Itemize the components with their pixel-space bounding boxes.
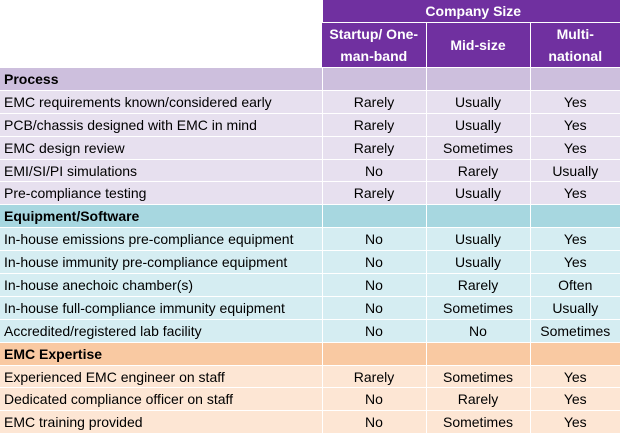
cell-startup: No [321,250,426,275]
cell-multi-national: Yes [529,410,620,434]
company-size-header: Company Size [321,0,620,23]
cell-multi-national: Usually [529,159,620,183]
table-row: In-house full-compliance immunity equipm… [0,296,620,320]
cell-startup: Rarely [321,136,426,160]
column-header-mid-size: Mid-size [425,22,530,68]
cell-mid-size: Sometimes [425,410,530,434]
row-label: In-house immunity pre-compliance equipme… [0,250,322,275]
row-label: PCB/chassis designed with EMC in mind [0,113,322,137]
cell-multi-national: Sometimes [529,319,620,343]
table-row: In-house emissions pre-compliance equipm… [0,227,620,252]
cell-mid-size: Sometimes [425,136,530,160]
table-row: In-house anechoic chamber(s) No Rarely Ofte… [0,273,620,297]
cell-multi-national: Yes [529,90,620,114]
table-row: EMC training provided No Sometimes Yes [0,410,620,434]
row-label: EMC training provided [0,410,322,434]
row-label: EMC design review [0,136,322,160]
table-row: EMC design review Rarely Sometimes Yes [0,136,620,160]
cell-startup: No [321,387,426,412]
cell-startup: Rarely [321,365,426,389]
table-row: In-house immunity pre-compliance equipme… [0,250,620,275]
cell-multi-national: Yes [529,387,620,412]
cell-multi-national: Yes [529,365,620,389]
row-label: Accredited/registered lab facility [0,319,322,343]
cell-multi-national: Yes [529,181,620,206]
cell-multi-national: Yes [529,113,620,137]
cell-multi-national: Yes [529,227,620,252]
table-row: EMC requirements known/considered early R… [0,90,620,114]
cell-startup: No [321,296,426,320]
cell-mid-size: Usually [425,227,530,252]
cell-startup: No [321,273,426,297]
table-row: EMI/SI/PI simulations No Rarely Usually [0,159,620,183]
cell-startup: No [321,227,426,252]
section-row-emc-expertise: EMC Expertise [0,342,620,366]
row-label: EMI/SI/PI simulations [0,159,322,183]
table-row: Dedicated compliance officer on staff No R… [0,387,620,412]
section-row-process: Process [0,67,620,91]
table-row: PCB/chassis designed with EMC in mind Rar… [0,113,620,137]
row-label: In-house anechoic chamber(s) [0,273,322,297]
column-header-startup: Startup/ One-man-band [322,22,426,68]
cell-multi-national: Yes [529,136,620,160]
cell-multi-national: Yes [529,250,620,275]
row-label: In-house full-compliance immunity equipm… [0,296,322,320]
table-row: Accredited/registered lab facility No No So… [0,319,620,343]
cell-mid-size: Usually [425,113,530,137]
row-label: EMC requirements known/considered early [0,90,322,114]
section-title: EMC Expertise [0,342,322,366]
cell-mid-size: Rarely [425,273,530,297]
column-header-multi-national: Multi-national [529,22,620,68]
header-blank-cell [0,0,322,68]
cell-startup: Rarely [321,90,426,114]
table-row: Experienced EMC engineer on staff Rarely S… [0,365,620,389]
cell-startup: No [321,159,426,183]
cell-mid-size: Sometimes [425,296,530,320]
table-row: Pre-compliance testing Rarely Usually Yes [0,181,620,206]
cell-multi-national: Usually [529,296,620,320]
cell-mid-size: Usually [425,250,530,275]
section-row-equipment-software: Equipment/Software [0,204,620,229]
row-label: Experienced EMC engineer on staff [0,365,322,389]
cell-multi-national: Often [529,273,620,297]
section-title: Process [0,67,322,91]
cell-startup: No [321,319,426,343]
cell-mid-size: Rarely [425,159,530,183]
section-title: Equipment/Software [0,204,322,229]
row-label: Dedicated compliance officer on staff [0,387,322,412]
cell-mid-size: Sometimes [425,365,530,389]
cell-startup: Rarely [321,181,426,206]
cell-startup: No [321,410,426,434]
cell-mid-size: Usually [425,181,530,206]
row-label: In-house emissions pre-compliance equipm… [0,227,322,252]
cell-startup: Rarely [321,113,426,137]
cell-mid-size: No [425,319,530,343]
cell-mid-size: Usually [425,90,530,114]
cell-mid-size: Rarely [425,387,530,412]
row-label: Pre-compliance testing [0,181,322,206]
